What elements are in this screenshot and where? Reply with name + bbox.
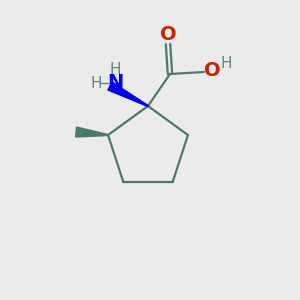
Text: O: O [204, 61, 220, 80]
Text: H: H [220, 56, 232, 71]
Polygon shape [108, 82, 148, 106]
Text: N: N [107, 74, 123, 92]
Text: H: H [90, 76, 102, 91]
Text: H: H [109, 62, 121, 77]
Text: O: O [160, 26, 176, 44]
Polygon shape [76, 127, 108, 137]
